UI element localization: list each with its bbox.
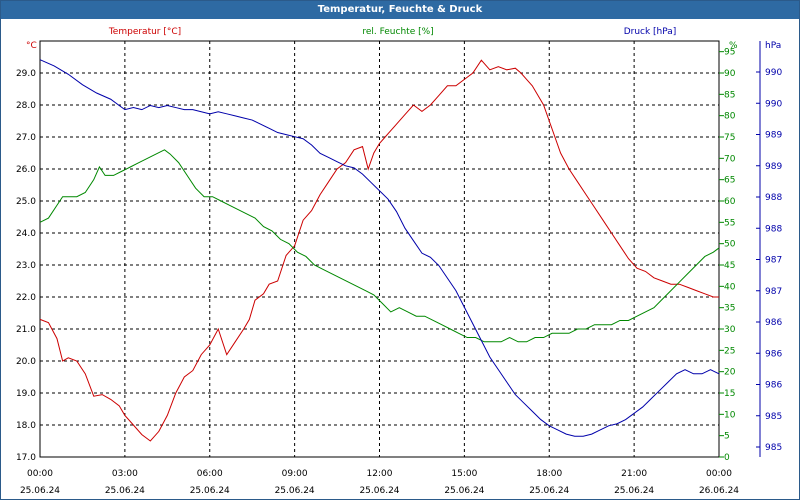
temperature-tick-label: 23.0 (16, 261, 36, 271)
x-tick-label-time: 15:00 (451, 469, 477, 479)
series (39, 59, 720, 442)
x-tick-label-date: 25.06.24 (529, 486, 569, 496)
humidity-tick-label: 80 (724, 112, 736, 122)
humidity-tick-label: 95 (724, 48, 735, 58)
temperature-tick-label: 20.0 (16, 357, 36, 367)
temperature-tick-label: 26.0 (16, 165, 36, 175)
x-tick-label-time: 18:00 (536, 469, 562, 479)
pressure-tick-label: 988 (765, 224, 782, 234)
humidity-tick-label: 85 (724, 90, 735, 100)
humidity-tick-label: 30 (724, 325, 736, 335)
humidity-tick-label: 55 (724, 218, 735, 228)
pressure-tick-label: 987 (765, 256, 782, 266)
temperature-tick-label: 21.0 (16, 325, 36, 335)
temperature-tick-label: 17.0 (16, 453, 36, 463)
temperature-tick-label: 18.0 (16, 421, 36, 431)
humidity-tick-label: 60 (724, 197, 736, 207)
x-tick-label-date: 25.06.24 (614, 486, 654, 496)
humidity-tick-label: 75 (724, 133, 735, 143)
x-tick-label-time: 12:00 (367, 469, 393, 479)
axes (39, 40, 761, 458)
humidity-tick-label: 70 (724, 154, 736, 164)
pressure-series-line (39, 59, 720, 437)
temperature-tick-label: 25.0 (16, 197, 36, 207)
humidity-tick-label: 45 (724, 261, 735, 271)
tick-labels: 00:00 25.06.24 03:00 25.06.24 06:00 25.06.24 0… (16, 27, 782, 496)
x-tick-label-time: 03:00 (112, 469, 138, 479)
x-tick-label-date: 25.06.24 (444, 486, 484, 496)
pressure-tick-label: 988 (765, 193, 782, 203)
x-tick-label-date: 25.06.24 (359, 486, 399, 496)
humidity-tick-label: 10 (724, 410, 736, 420)
pressure-tick-label: 986 (765, 349, 782, 359)
temperature-unit-label: °C (26, 41, 37, 51)
chart-title: Temperatur, Feuchte & Druck (1, 1, 799, 19)
humidity-tick-label: 50 (724, 240, 736, 250)
temperature-tick-label: 24.0 (16, 229, 36, 239)
pressure-tick-label: 987 (765, 287, 782, 297)
pressure-unit-label: hPa (765, 41, 781, 51)
humidity-tick-label: 20 (724, 368, 736, 378)
humidity-tick-label: 90 (724, 69, 736, 79)
humidity-tick-label: 5 (724, 432, 730, 442)
x-tick-label-date: 25.06.24 (190, 486, 230, 496)
pressure-axis-title: Druck [hPa] (624, 27, 677, 37)
x-tick-label-date: 26.06.24 (699, 486, 739, 496)
x-tick-label-date: 25.06.24 (275, 486, 315, 496)
x-tick-label-time: 06:00 (197, 469, 223, 479)
x-tick-label-time: 00:00 (27, 469, 53, 479)
temperature-tick-label: 28.0 (16, 101, 36, 111)
humidity-tick-label: 0 (724, 453, 730, 463)
humidity-tick-label: 40 (724, 282, 736, 292)
temperature-series-line (39, 59, 719, 442)
x-tick-label-time: 00:00 (706, 469, 732, 479)
pressure-tick-label: 990 (765, 68, 782, 78)
pressure-tick-label: 990 (765, 99, 782, 109)
pressure-tick-label: 989 (765, 131, 782, 141)
humidity-unit-label: % (729, 41, 738, 51)
humidity-tick-label: 15 (724, 389, 735, 399)
x-tick-label-date: 25.06.24 (20, 486, 60, 496)
x-tick-label-time: 09:00 (282, 469, 308, 479)
humidity-tick-label: 35 (724, 304, 735, 314)
humidity-tick-label: 25 (724, 346, 735, 356)
pressure-tick-label: 986 (765, 381, 782, 391)
grid (40, 41, 719, 457)
pressure-tick-label: 986 (765, 318, 782, 328)
humidity-series-line (39, 149, 720, 343)
pressure-tick-label: 985 (765, 443, 782, 453)
temperature-tick-label: 27.0 (16, 133, 36, 143)
x-tick-label-date: 25.06.24 (105, 486, 145, 496)
x-tick-label-time: 21:00 (621, 469, 647, 479)
temperature-axis-title: Temperatur [°C] (108, 27, 181, 37)
humidity-axis-title: rel. Feuchte [%] (362, 27, 433, 37)
humidity-tick-label: 65 (724, 176, 735, 186)
temperature-tick-label: 19.0 (16, 389, 36, 399)
pressure-tick-label: 985 (765, 412, 782, 422)
temperature-tick-label: 22.0 (16, 293, 36, 303)
temperature-tick-label: 29.0 (16, 69, 36, 79)
pressure-tick-label: 989 (765, 162, 782, 172)
plot-border (39, 40, 720, 458)
